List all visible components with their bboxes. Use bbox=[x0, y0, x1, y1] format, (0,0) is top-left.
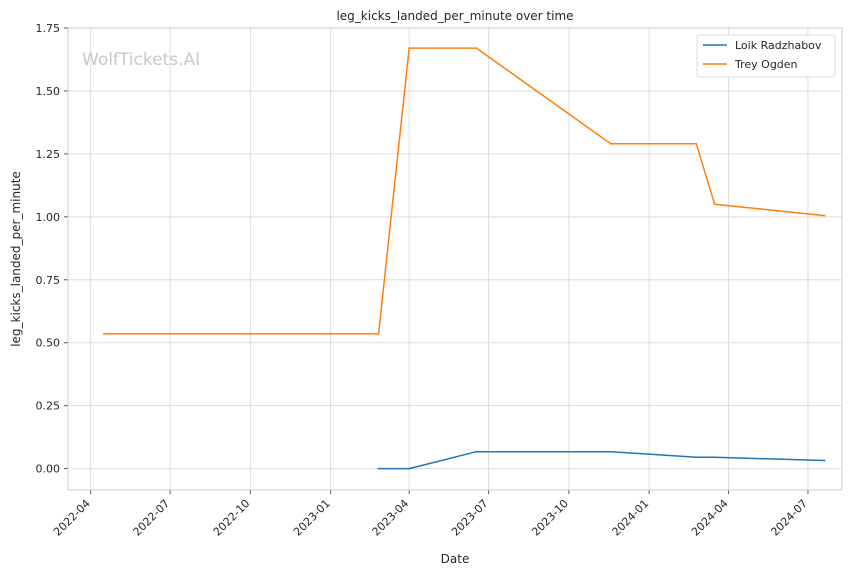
x-axis-ticks: 2022-04 2022-07 2022-10 2023-01 2023-04 2023-… bbox=[51, 490, 810, 539]
x-axis-label: Date bbox=[441, 552, 470, 566]
legend: Loik Radzhabov Trey Ogden bbox=[696, 34, 836, 78]
series-lines bbox=[102, 47, 826, 470]
data-point-loik-radzhabov bbox=[475, 450, 478, 453]
data-point-trey-ogden bbox=[102, 333, 105, 335]
x-tick-label: 2023-07 bbox=[449, 497, 491, 539]
x-tick-label: 2022-07 bbox=[131, 497, 173, 539]
x-tick-label: 2022-10 bbox=[211, 497, 253, 539]
legend-box bbox=[696, 34, 836, 78]
y-tick-label: 0.25 bbox=[36, 400, 61, 413]
x-tick-label: 2023-01 bbox=[291, 497, 333, 539]
data-point-loik-radzhabov bbox=[823, 459, 826, 462]
data-point-trey-ogden bbox=[408, 47, 411, 49]
x-tick-label: 2023-04 bbox=[370, 497, 412, 539]
legend-label-trey-ogden: Trey Ogden bbox=[734, 58, 798, 71]
y-axis-label: leg_kicks_landed_per_minute bbox=[9, 171, 23, 347]
x-tick-label: 2023-10 bbox=[529, 497, 571, 539]
x-tick-label: 2024-04 bbox=[689, 497, 731, 539]
legend-label-loik-radzhabov: Loik Radzhabov bbox=[735, 39, 822, 52]
y-tick-label: 0.00 bbox=[36, 463, 61, 476]
y-tick-label: 0.75 bbox=[36, 274, 61, 287]
data-point-trey-ogden bbox=[713, 203, 716, 206]
data-point-loik-radzhabov bbox=[609, 450, 612, 453]
plot-area bbox=[68, 28, 842, 490]
data-point-loik-radzhabov bbox=[408, 467, 411, 470]
x-tick-label: 2024-01 bbox=[610, 497, 652, 539]
data-point-trey-ogden bbox=[609, 142, 612, 145]
data-point-loik-radzhabov bbox=[695, 456, 698, 459]
series-line-trey-ogden bbox=[103, 47, 825, 335]
data-point-trey-ogden bbox=[475, 47, 478, 49]
x-tick-label: 2022-04 bbox=[51, 497, 93, 539]
plot-frame bbox=[67, 27, 843, 491]
y-tick-label: 1.50 bbox=[36, 85, 61, 98]
data-point-loik-radzhabov bbox=[377, 467, 380, 470]
data-point-trey-ogden bbox=[823, 214, 826, 217]
data-point-loik-radzhabov bbox=[713, 456, 716, 459]
y-tick-label: 0.50 bbox=[36, 337, 61, 350]
data-point-trey-ogden bbox=[377, 333, 380, 335]
chart-title: leg_kicks_landed_per_minute over time bbox=[336, 9, 573, 23]
data-point-trey-ogden bbox=[695, 142, 698, 145]
y-axis-ticks: 0.00 0.25 0.50 0.75 1.00 1.25 1.50 1.75 bbox=[36, 22, 68, 476]
y-tick-label: 1.25 bbox=[36, 148, 61, 161]
y-tick-label: 1.75 bbox=[36, 22, 61, 35]
watermark: WolfTickets.AI bbox=[82, 50, 200, 70]
x-tick-label: 2024-07 bbox=[768, 497, 810, 539]
y-tick-label: 1.00 bbox=[36, 211, 61, 224]
